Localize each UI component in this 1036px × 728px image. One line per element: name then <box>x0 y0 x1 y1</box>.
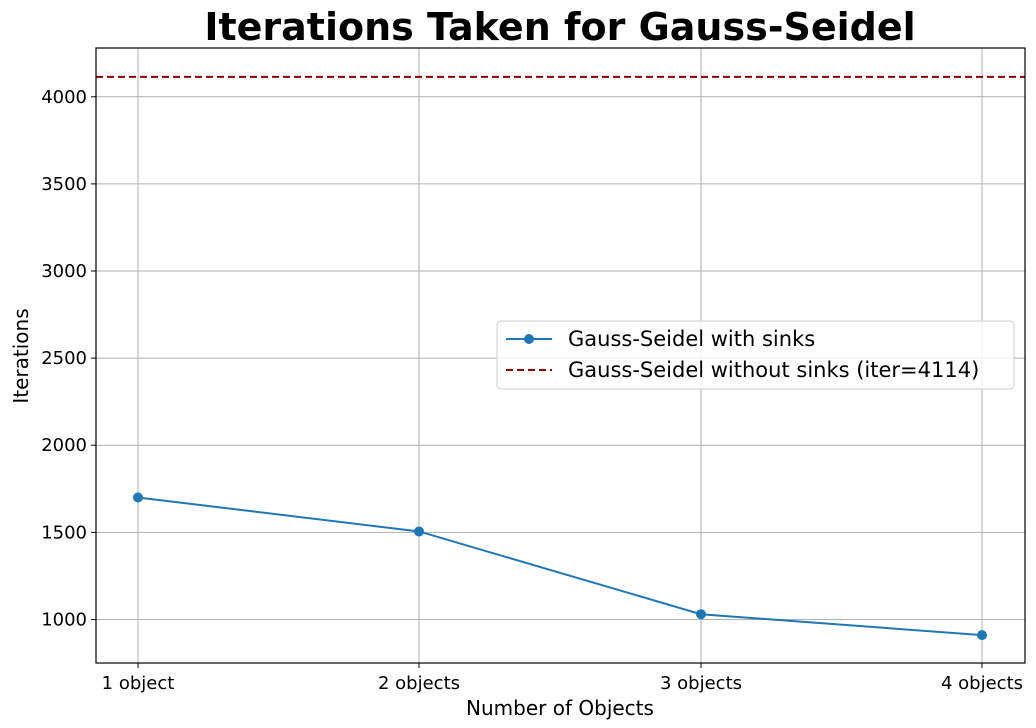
legend-series-marker <box>524 334 534 344</box>
y-axis-label: Iterations <box>9 308 33 403</box>
series-line <box>137 496 983 637</box>
y-tick-label: 3500 <box>41 174 87 195</box>
y-tick-label: 2500 <box>41 348 87 369</box>
x-tick-label: 3 objects <box>660 673 742 694</box>
legend: Gauss-Seidel with sinks Gauss-Seidel wit… <box>496 320 1015 390</box>
series-group <box>133 492 987 641</box>
y-tick-label: 2000 <box>41 435 87 456</box>
y-tick-label: 1500 <box>41 522 87 543</box>
legend-series-label: Gauss-Seidel with sinks <box>568 327 815 351</box>
y-axis-ticks: 1000 1500 2000 2500 3000 3500 4000 <box>41 87 96 630</box>
y-tick-label: 1000 <box>41 609 87 630</box>
x-tick-label: 4 objects <box>941 673 1023 694</box>
legend-reference-label: Gauss-Seidel without sinks (iter=4114) <box>568 358 979 382</box>
data-point <box>696 609 706 620</box>
x-tick-label: 1 object <box>102 673 175 694</box>
x-axis-label: Number of Objects <box>466 696 654 720</box>
data-point <box>977 630 987 641</box>
y-tick-label: 3000 <box>41 261 87 282</box>
chart-title: Iterations Taken for Gauss-Seidel <box>204 5 915 49</box>
legend-box <box>496 320 1015 390</box>
data-point <box>414 526 424 537</box>
plot-frame <box>95 47 1026 664</box>
grid <box>96 48 1025 663</box>
x-axis-ticks: 1 object 2 objects 3 objects 4 objects <box>102 663 1023 694</box>
x-tick-label: 2 objects <box>378 673 460 694</box>
data-point <box>133 492 143 503</box>
y-tick-label: 4000 <box>41 87 87 108</box>
